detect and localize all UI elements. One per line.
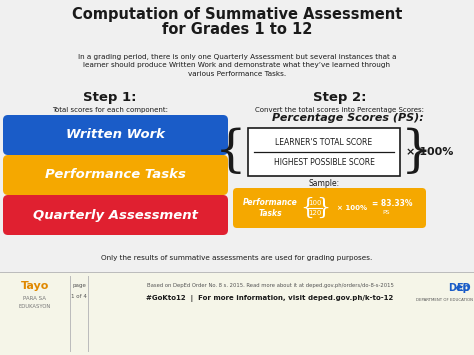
Text: Quarterly Assessment: Quarterly Assessment	[33, 208, 198, 222]
Text: Based on DepEd Order No. 8 s. 2015. Read more about it at deped.gov.ph/orders/do: Based on DepEd Order No. 8 s. 2015. Read…	[146, 284, 393, 289]
Text: Performance
Tasks: Performance Tasks	[243, 198, 297, 218]
Text: {: {	[215, 127, 247, 177]
Text: }: }	[401, 127, 433, 177]
Text: PARA SA: PARA SA	[24, 295, 46, 300]
FancyBboxPatch shape	[3, 195, 228, 235]
Text: Total scores for each component:: Total scores for each component:	[52, 107, 168, 113]
Text: for Grades 1 to 12: for Grades 1 to 12	[162, 22, 312, 38]
Text: PS: PS	[382, 211, 390, 215]
Text: Convert the total scores into Percentage Scores:: Convert the total scores into Percentage…	[255, 107, 425, 113]
Text: Step 2:: Step 2:	[313, 92, 367, 104]
FancyBboxPatch shape	[3, 115, 228, 155]
Text: Sample:: Sample:	[309, 180, 339, 189]
Text: LEARNER'S TOTAL SCORE: LEARNER'S TOTAL SCORE	[275, 138, 373, 147]
Text: Only the results of summative assessments are used for grading purposes.: Only the results of summative assessment…	[101, 255, 373, 261]
Text: }: }	[316, 197, 330, 219]
FancyBboxPatch shape	[3, 155, 228, 195]
FancyBboxPatch shape	[248, 128, 400, 176]
Text: Tayo: Tayo	[21, 281, 49, 291]
Text: Percentage Scores (PS):: Percentage Scores (PS):	[272, 113, 424, 123]
Text: × 100%: × 100%	[337, 205, 367, 211]
Text: 100: 100	[308, 200, 322, 206]
Bar	[0, 272, 474, 355]
Text: ED: ED	[456, 283, 471, 293]
Text: 1 of 4: 1 of 4	[71, 295, 87, 300]
Text: Performance Tasks: Performance Tasks	[45, 169, 186, 181]
Text: In a grading period, there is only one Quarterly Assessment but several instance: In a grading period, there is only one Q…	[78, 54, 396, 76]
Text: Step 1:: Step 1:	[83, 92, 137, 104]
Text: 120: 120	[308, 210, 322, 216]
FancyBboxPatch shape	[233, 188, 426, 228]
Text: = 83.33%: = 83.33%	[372, 200, 412, 208]
Text: × 100%: × 100%	[406, 147, 454, 157]
Text: HIGHEST POSSIBLE SCORE: HIGHEST POSSIBLE SCORE	[273, 158, 374, 167]
Text: Written Work: Written Work	[66, 129, 165, 142]
Text: DEPARTMENT OF EDUCATION: DEPARTMENT OF EDUCATION	[417, 298, 474, 302]
Text: #GoKto12  |  For more information, visit deped.gov.ph/k-to-12: #GoKto12 | For more information, visit d…	[146, 295, 393, 301]
Text: Dep: Dep	[448, 283, 470, 293]
Text: {: {	[300, 197, 314, 219]
Text: page: page	[72, 284, 86, 289]
Text: EDUKASYON: EDUKASYON	[19, 304, 51, 308]
Text: Computation of Summative Assessment: Computation of Summative Assessment	[72, 6, 402, 22]
